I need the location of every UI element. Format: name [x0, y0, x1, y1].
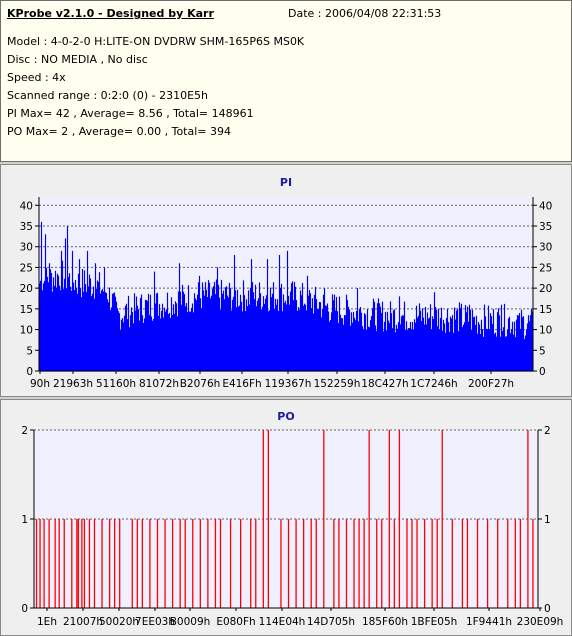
- y-tick-label-left: 30: [20, 242, 33, 254]
- y-tick-label-right: 10: [539, 325, 552, 337]
- x-tick-label: E080Fh: [216, 616, 255, 628]
- pi-chart: PI 0 0 5 5 10 10 15 15 20 20 25 25 30 30 35 35 40 40 90h 219…: [20, 176, 553, 390]
- x-tick-label: 119367h: [265, 378, 312, 390]
- x-tick-label: E416Fh: [222, 378, 261, 390]
- y-tick-label-left: 40: [20, 200, 33, 212]
- info-panel: KProbe v2.1.0 - Designed by Karr Date : …: [0, 0, 572, 162]
- x-tick-label: 185F60h: [362, 616, 408, 628]
- x-tick-label: 114E04h: [259, 616, 306, 628]
- x-tick-label: 18C427h: [361, 378, 408, 390]
- y-tick-label-left: 35: [20, 221, 33, 233]
- x-tick-label: 152259h: [314, 378, 361, 390]
- x-tick-label: 1Eh: [37, 616, 57, 628]
- y-tick-label-left: 0: [26, 366, 33, 378]
- y-tick-label-right: 5: [539, 345, 546, 357]
- y-tick-label-right: 20: [539, 283, 552, 295]
- y-tick-label-right: 2: [544, 425, 551, 437]
- y-tick-label-right: 25: [539, 262, 552, 274]
- y-tick-label-right: 15: [539, 304, 552, 316]
- x-tick-label: 50020h: [99, 616, 139, 628]
- pi-summary-line: PI Max= 42 , Average= 8.56 , Total= 1489…: [7, 107, 254, 120]
- x-tick-label: 81072h: [139, 378, 179, 390]
- chart-title: PO: [277, 410, 294, 423]
- y-tick-label-left: 5: [26, 345, 33, 357]
- chart-title: PI: [280, 176, 292, 189]
- y-tick-label-right: 35: [539, 221, 552, 233]
- y-tick-label-left: 10: [20, 325, 33, 337]
- y-tick-label-left: 1: [21, 514, 28, 526]
- po-chart-panel: PO 0 0 1 1 2 2 1Eh 21007h 50020h 7EE03h B0009h E080F…: [0, 399, 572, 636]
- x-tick-label: 1F9441h: [466, 616, 512, 628]
- x-tick-label: 1C7246h: [410, 378, 457, 390]
- x-tick-label: 51160h: [96, 378, 136, 390]
- y-tick-label-left: 2: [21, 425, 28, 437]
- y-tick-label-left: 15: [20, 304, 33, 316]
- x-tick-label: 1BFE05h: [411, 616, 458, 628]
- y-tick-label-left: 0: [21, 603, 28, 615]
- range-line: Scanned range : 0:2:0 (0) - 2310E5h: [7, 89, 209, 102]
- po-summary-line: PO Max= 2 , Average= 0.00 , Total= 394: [7, 125, 231, 138]
- speed-line: Speed : 4x: [7, 71, 66, 84]
- x-tick-label: 21007h: [63, 616, 103, 628]
- x-tick-label: 230E09h: [517, 616, 564, 628]
- scan-date: Date : 2006/04/08 22:31:53: [288, 7, 442, 20]
- y-tick-label-right: 30: [539, 242, 552, 254]
- y-tick-label-left: 25: [20, 262, 33, 274]
- y-tick-label-right: 0: [539, 366, 546, 378]
- app-title: KProbe v2.1.0 - Designed by Karr: [7, 7, 214, 20]
- model-line: Model : 4-0-2-0 H:LITE-ON DVDRW SHM-165P…: [7, 35, 305, 48]
- x-tick-label: B0009h: [170, 616, 211, 628]
- x-tick-label: 200F27h: [468, 378, 514, 390]
- x-tick-label: 14D705h: [307, 616, 355, 628]
- y-tick-label-right: 0: [544, 603, 551, 615]
- disc-line: Disc : NO MEDIA , No disc: [7, 53, 148, 66]
- pi-chart-panel: PI 0 0 5 5 10 10 15 15 20 20 25 25 30 30 35 35 40 40 90h 219…: [0, 164, 572, 397]
- x-tick-label: B2076h: [180, 378, 221, 390]
- x-tick-label: 7EE03h: [135, 616, 175, 628]
- y-tick-label-right: 40: [539, 200, 552, 212]
- x-tick-label: 90h: [30, 378, 50, 390]
- y-tick-label-left: 20: [20, 283, 33, 295]
- x-tick-label: 21963h: [53, 378, 93, 390]
- y-tick-label-right: 1: [544, 514, 551, 526]
